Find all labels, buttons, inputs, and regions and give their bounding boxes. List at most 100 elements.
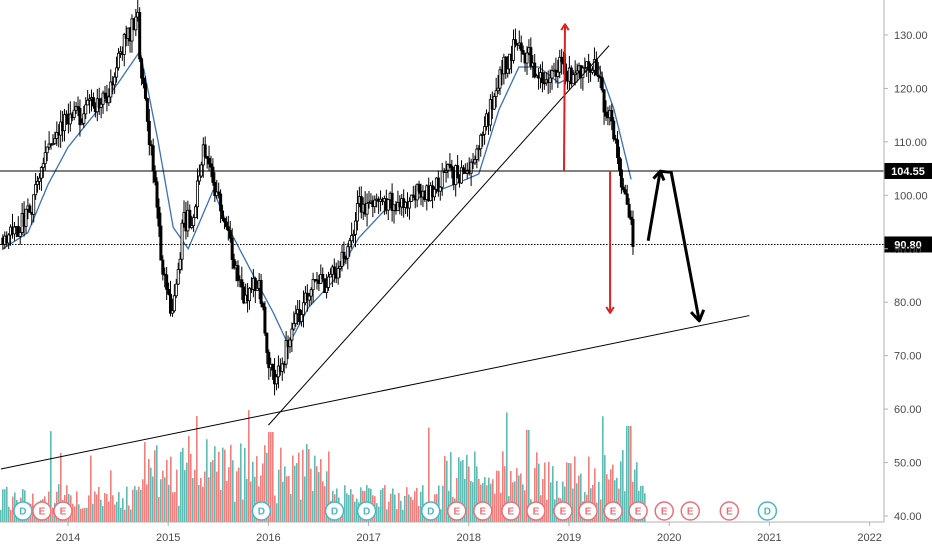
volume-bar [428, 427, 430, 522]
volume-bar [404, 495, 406, 522]
candle-body [619, 169, 623, 188]
volume-bar [310, 468, 312, 522]
candle-body [170, 310, 174, 314]
volume-bar [324, 486, 326, 522]
volume-bar [92, 503, 94, 522]
event-marker [680, 501, 700, 521]
volume-bar [276, 503, 278, 522]
volume-bar [170, 456, 172, 522]
volume-bar [518, 475, 520, 522]
volume-bar [88, 495, 90, 522]
volume-bar [382, 488, 384, 522]
candle-body [307, 295, 311, 301]
volume-bar [74, 506, 76, 522]
volume-bar [116, 501, 118, 522]
volume-bar [270, 432, 272, 522]
volume-bar [484, 477, 486, 522]
candle-body [614, 138, 618, 141]
volume-bar [114, 504, 116, 522]
candle-body [525, 52, 529, 64]
candle-body [492, 96, 496, 110]
volume-bar [168, 484, 170, 522]
volume-bar [576, 483, 578, 522]
volume-bar [568, 462, 570, 522]
volume-bar [80, 508, 82, 522]
candle-body [47, 143, 51, 148]
candle-body [226, 226, 230, 231]
candle-body [367, 202, 371, 204]
x-tick-label: 2020 [657, 532, 681, 544]
volume-bar [548, 461, 550, 522]
candle-body [290, 328, 294, 341]
volume-bar [90, 455, 92, 522]
volume-bar [268, 432, 270, 522]
candle-body [288, 339, 292, 348]
candle-body [309, 289, 313, 297]
candle-body [28, 205, 32, 213]
volume-bar [124, 509, 126, 522]
candle-body [328, 273, 332, 278]
candle-body [230, 237, 234, 260]
candle-body [197, 175, 201, 182]
volume-bar [600, 499, 602, 522]
volume-bar [210, 462, 212, 522]
candle-body [481, 133, 485, 136]
candle-body [519, 42, 523, 51]
event-marker [526, 501, 546, 521]
candle-body [236, 265, 240, 281]
candle-body [415, 183, 419, 201]
trendline [268, 45, 610, 426]
volume-bar [410, 496, 412, 522]
candle-body [365, 202, 369, 215]
candle-body [55, 132, 59, 139]
candle-body [72, 109, 76, 118]
candle-body [207, 158, 211, 165]
candle-body [353, 220, 357, 235]
candle-body [311, 279, 315, 291]
volume-bar [142, 479, 144, 522]
candle-body [280, 363, 284, 372]
volume-bar [394, 494, 396, 522]
candle-body [348, 240, 352, 248]
volume-bar [502, 451, 504, 522]
volume-bar [510, 470, 512, 522]
candle-body [450, 165, 454, 172]
volume-bar [122, 498, 124, 522]
candle-body [533, 62, 537, 78]
volume-bar [322, 481, 324, 522]
volume-bar [442, 485, 444, 522]
candle-body [122, 33, 126, 55]
candle-body [86, 99, 90, 106]
candle-body [115, 67, 119, 78]
candle-body [18, 232, 22, 237]
volume-bar [176, 469, 178, 522]
volume-bar [378, 506, 380, 522]
volume-bar [556, 480, 558, 522]
volume-bar [82, 508, 84, 522]
y-tick-label: 80.00 [894, 297, 922, 309]
volume-bar [140, 489, 142, 522]
volume-bar [256, 456, 258, 522]
candle-body [274, 376, 278, 385]
volume-bar [538, 463, 540, 522]
volume-bar [264, 445, 266, 522]
volume-bar [240, 443, 242, 522]
event-marker [13, 501, 33, 521]
volume-bar [522, 484, 524, 522]
candle-body [390, 192, 394, 211]
volume-bar [418, 505, 420, 522]
candle-body [325, 287, 329, 293]
y-tick-label: 40.00 [894, 511, 922, 523]
volume-bar [524, 490, 526, 522]
volume-bar [72, 503, 74, 522]
volume-bar [446, 460, 448, 522]
volume-bar [180, 451, 182, 522]
volume-bar [406, 487, 408, 522]
volume-bar [146, 484, 148, 522]
candle-body [338, 266, 342, 269]
candle-body [521, 50, 525, 55]
y-tick-label: 90.00 [894, 244, 922, 256]
volume-bar [98, 486, 100, 522]
candle-body [596, 74, 600, 78]
